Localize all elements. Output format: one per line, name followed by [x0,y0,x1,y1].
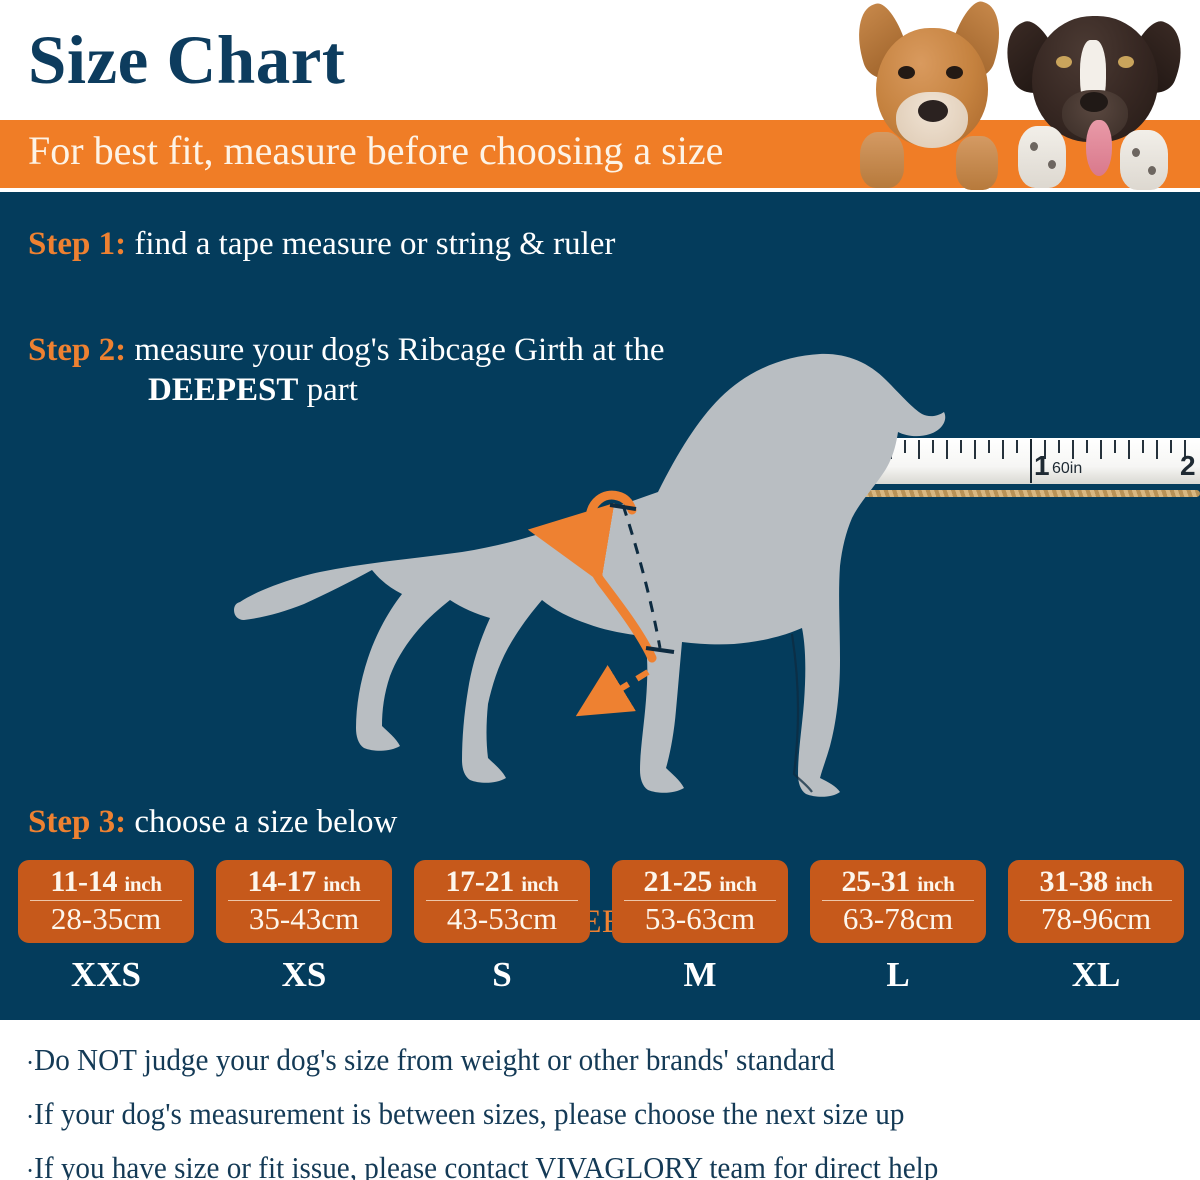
size-option-s[interactable]: 17-21 inch 43-53cm S [404,860,600,995]
tape-label-unit: 60in [1052,460,1083,477]
nose [918,100,948,122]
step-2-text-line1: measure your dog's Ribcage Girth at the [134,332,665,368]
size-option-xxs[interactable]: 11-14 inch 28-35cm XXS [8,860,204,995]
size-divider [228,900,380,901]
size-name: S [492,955,512,995]
dog-silhouette-diagram [200,342,960,822]
paw-spot [1048,160,1056,169]
footer-note-text: If you have size or fit issue, please co… [34,1150,939,1180]
header-background [0,0,1200,120]
tape-label-one: 1 [1034,450,1050,481]
footer-note: ·If you have size or fit issue, please c… [26,1150,938,1180]
bullet-icon: · [26,1047,35,1077]
size-cm-range: 43-53cm [446,901,558,936]
paw-spot [1030,142,1038,151]
tape-label-two: 2 [1180,450,1196,481]
size-cm-range: 53-63cm [644,901,756,936]
step-3-text: choose a size below [134,804,398,840]
size-option-m[interactable]: 21-25 inch 53-63cm M [602,860,798,995]
black-white-dog-photo [994,0,1195,190]
size-divider [822,900,974,901]
step-2-tail: part [298,372,358,409]
size-measurement-box: 25-31 inch 63-78cm [810,860,986,944]
size-name: XL [1071,955,1121,995]
page-title: Size Chart [28,22,346,98]
tongue [1086,120,1112,176]
size-divider [30,900,182,901]
size-inch-range: 17-21 inch [445,865,559,898]
footer-note-text: If your dog's measurement is between siz… [34,1096,905,1131]
paw-right [956,136,998,190]
dog-front-leg-outline [790,633,813,793]
paw-left [860,132,904,188]
step-1-text: find a tape measure or string & ruler [134,226,616,262]
step-2: Step 2: measure your dog's Ribcage Girth… [28,330,664,411]
eye-left [1056,56,1072,68]
deepest-emphasis: DEEPEST [148,372,299,409]
instructions-panel: Step 1: find a tape measure or string & … [0,192,1200,1020]
paw-left [1018,126,1066,188]
size-name: M [683,955,717,995]
size-inch-range: 25-31 inch [841,865,955,898]
depth-tick-bottom [645,646,675,654]
footer-notes: ·Do NOT judge your dog's size from weigh… [0,1020,1200,1180]
eye-left [898,66,915,79]
tan-dog-photo [847,0,1015,190]
step-3-label: Step 3: [28,804,127,840]
bullet-icon: · [26,1101,35,1131]
size-measurement-box: 21-25 inch 53-63cm [612,860,788,944]
footer-note: ·Do NOT judge your dog's size from weigh… [26,1042,835,1078]
size-cm-range: 63-78cm [842,901,954,936]
step-3: Step 3: choose a size below [28,802,397,842]
size-cm-range: 35-43cm [248,901,360,936]
step-1: Step 1: find a tape measure or string & … [28,224,615,264]
footer-note-text: Do NOT judge your dog's size from weight… [34,1042,835,1077]
size-inch-range: 21-25 inch [643,865,757,898]
size-measurement-box: 17-21 inch 43-53cm [414,860,590,944]
size-measurement-box: 31-38 inch 78-96cm [1008,860,1184,944]
girth-arrow-main [527,502,657,663]
depth-tick-top [609,503,637,511]
size-inch-range: 31-38 inch [1039,865,1153,898]
step-2-label: Step 2: [28,332,127,368]
size-cm-range: 28-35cm [50,901,162,936]
size-option-xs[interactable]: 14-17 inch 35-43cm XS [206,860,402,995]
size-name: XXS [70,955,142,995]
eye-right [946,66,963,79]
size-cm-range: 78-96cm [1040,901,1152,936]
size-inch-range: 11-14 inch [50,865,162,898]
size-option-xl[interactable]: 31-38 inch 78-96cm XL [998,860,1194,995]
size-option-l[interactable]: 25-31 inch 63-78cm L [800,860,996,995]
footer-note: ·If your dog's measurement is between si… [26,1096,904,1132]
bullet-icon: · [26,1155,35,1180]
nose [1080,92,1108,112]
paw-right [1120,130,1168,190]
size-divider [1020,900,1172,901]
subtitle-banner [0,120,1200,188]
size-measurement-box: 14-17 inch 35-43cm [216,860,392,944]
size-inch-range: 14-17 inch [247,865,361,898]
banner-subtitle: For best fit, measure before choosing a … [28,128,724,173]
paw-spot [1132,148,1140,157]
eye-right [1118,56,1134,68]
size-name: L [886,955,910,995]
step-2-text-line2: DEEPEST part [28,370,664,410]
size-options-row: 11-14 inch 28-35cm XXS 14-17 inch 35-43c… [0,860,1200,1010]
paw-spot [1148,166,1156,175]
string-illustration [848,490,1200,497]
size-name: XS [281,955,327,995]
size-measurement-box: 11-14 inch 28-35cm [18,860,194,944]
dog-photos-group [840,0,1200,190]
step-1-label: Step 1: [28,226,127,262]
size-divider [624,900,776,901]
deepest-pointer-arrow [575,665,650,717]
size-divider [426,900,578,901]
